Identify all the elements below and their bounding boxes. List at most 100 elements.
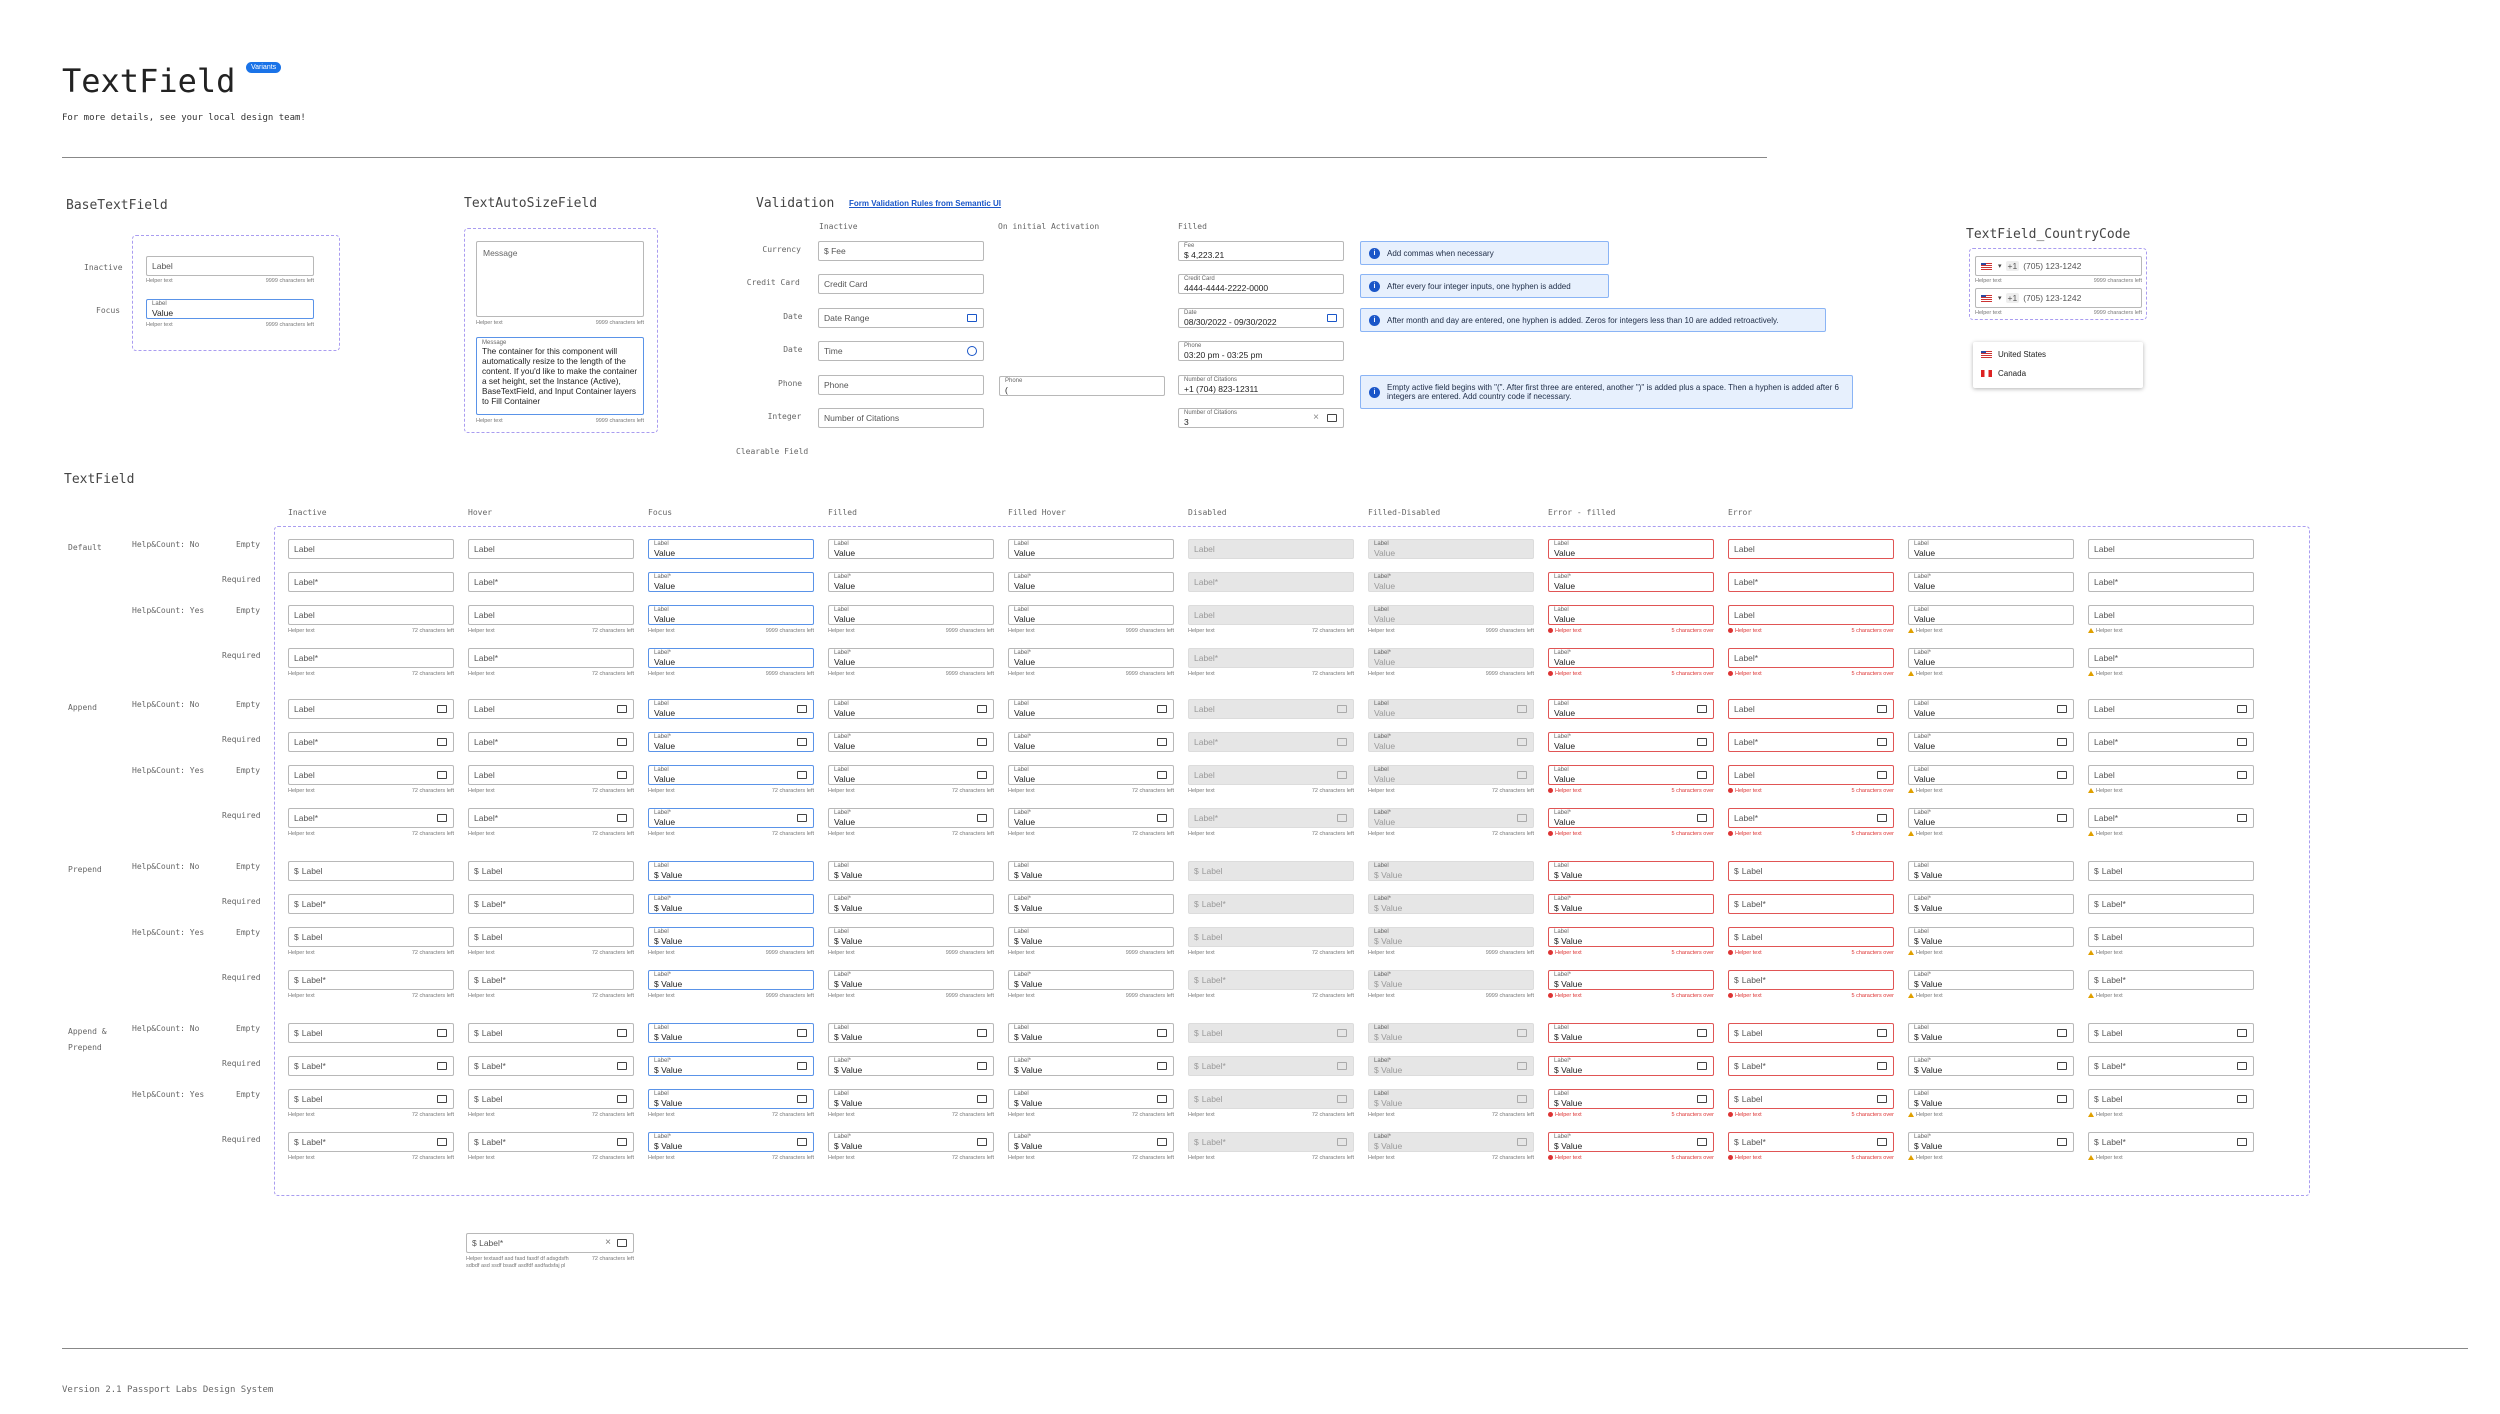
- country-phone-field[interactable]: ▾ +1 (705) 123-1242: [1975, 256, 2142, 276]
- text-field[interactable]: $ Label: [468, 861, 634, 881]
- text-field[interactable]: Label* Value: [648, 572, 814, 592]
- text-field[interactable]: Label* Value: [828, 648, 994, 668]
- text-field[interactable]: Label: [468, 765, 634, 785]
- text-field[interactable]: Label $ Value: [1908, 861, 2074, 881]
- text-field[interactable]: $ Label*: [288, 1132, 454, 1152]
- chevron-down-icon[interactable]: ▾: [1998, 295, 2002, 302]
- text-field[interactable]: Label $ Value: [1548, 1089, 1714, 1109]
- validation-inactive-field[interactable]: Credit Card: [818, 274, 984, 294]
- validation-filled-field[interactable]: Number of Citations +1 (704) 823-12311: [1178, 375, 1344, 395]
- validation-rules-link[interactable]: Form Validation Rules from Semantic UI: [849, 199, 1002, 208]
- text-field[interactable]: Label Value: [1548, 539, 1714, 559]
- text-field[interactable]: Label* Value: [828, 572, 994, 592]
- text-field[interactable]: Label Value: [828, 699, 994, 719]
- validation-inactive-field[interactable]: $ Fee: [818, 241, 984, 261]
- text-field[interactable]: $ Label*: [1728, 894, 1894, 914]
- text-field[interactable]: Label Value: [648, 699, 814, 719]
- text-field[interactable]: Label* $ Value: [648, 894, 814, 914]
- text-field[interactable]: Label: [1728, 539, 1894, 559]
- text-field[interactable]: $ Label: [468, 1023, 634, 1043]
- text-field[interactable]: Label: [288, 699, 454, 719]
- text-field[interactable]: $ Label*: [2088, 970, 2254, 990]
- clear-icon[interactable]: ×: [605, 1237, 611, 1248]
- text-field[interactable]: Label Value: [1548, 765, 1714, 785]
- text-field[interactable]: $ Label*: [2088, 1132, 2254, 1152]
- text-field[interactable]: Label* $ Value: [828, 1132, 994, 1152]
- chevron-down-icon[interactable]: ▾: [1998, 263, 2002, 270]
- text-field[interactable]: $ Label*: [288, 970, 454, 990]
- text-field[interactable]: Label* Value: [1008, 808, 1174, 828]
- phone-initial-field[interactable]: Phone(: [999, 376, 1165, 396]
- text-field[interactable]: Label Value: [648, 539, 814, 559]
- text-field[interactable]: Label Value: [1008, 699, 1174, 719]
- text-field[interactable]: Label*: [2088, 572, 2254, 592]
- text-field[interactable]: $ Label*: [1728, 1132, 1894, 1152]
- validation-inactive-field[interactable]: Phone: [818, 375, 984, 395]
- text-field[interactable]: $ Label: [288, 927, 454, 947]
- text-field[interactable]: Label Value: [1548, 605, 1714, 625]
- validation-inactive-field[interactable]: Number of Citations: [818, 408, 984, 428]
- text-field[interactable]: Label Value: [1908, 539, 2074, 559]
- text-field[interactable]: Label* Value: [1908, 572, 2074, 592]
- text-field[interactable]: Label $ Value: [648, 1023, 814, 1043]
- text-field[interactable]: Label $ Value: [1008, 927, 1174, 947]
- text-field[interactable]: Label* $ Value: [1548, 1056, 1714, 1076]
- text-field[interactable]: Label* $ Value: [1908, 970, 2074, 990]
- text-field[interactable]: Label Value: [1908, 699, 2074, 719]
- text-field[interactable]: Label $ Value: [648, 927, 814, 947]
- text-field[interactable]: Label* Value: [1908, 732, 2074, 752]
- text-field[interactable]: Label $ Value: [828, 1089, 994, 1109]
- text-field[interactable]: Label: [468, 699, 634, 719]
- text-field[interactable]: Label: [1728, 765, 1894, 785]
- text-field[interactable]: Label*: [288, 732, 454, 752]
- validation-filled-field[interactable]: Date 08/30/2022 - 09/30/2022: [1178, 308, 1344, 328]
- clear-icon[interactable]: ×: [1313, 412, 1319, 423]
- text-field[interactable]: Label* Value: [1548, 808, 1714, 828]
- text-field[interactable]: Label*: [288, 808, 454, 828]
- text-field[interactable]: Label $ Value: [828, 927, 994, 947]
- text-field[interactable]: $ Label: [1728, 1023, 1894, 1043]
- text-field[interactable]: Label*: [2088, 732, 2254, 752]
- text-field[interactable]: Label* Value: [1908, 808, 2074, 828]
- text-field[interactable]: Label $ Value: [1008, 1023, 1174, 1043]
- text-field[interactable]: $ Label: [468, 927, 634, 947]
- text-field[interactable]: $ Label*: [1728, 970, 1894, 990]
- text-field[interactable]: Label* Value: [648, 732, 814, 752]
- text-field[interactable]: Label Value: [1008, 605, 1174, 625]
- text-field[interactable]: Label* $ Value: [1908, 1056, 2074, 1076]
- validation-filled-field[interactable]: Number of Citations 3 ×: [1178, 408, 1344, 428]
- text-field[interactable]: Label Value: [1908, 605, 2074, 625]
- text-field[interactable]: Label*: [2088, 648, 2254, 668]
- text-field[interactable]: Label* Value: [1548, 732, 1714, 752]
- text-field[interactable]: $ Label*: [468, 1056, 634, 1076]
- text-field[interactable]: $ Label: [2088, 1089, 2254, 1109]
- text-field[interactable]: $ Label: [2088, 1023, 2254, 1043]
- text-field[interactable]: Label* Value: [1908, 648, 2074, 668]
- text-field[interactable]: $ Label*: [288, 894, 454, 914]
- text-field[interactable]: Label* Value: [1008, 572, 1174, 592]
- text-field[interactable]: Label*: [288, 648, 454, 668]
- text-field[interactable]: Label* $ Value: [1008, 1056, 1174, 1076]
- text-field[interactable]: Label $ Value: [828, 1023, 994, 1043]
- text-field[interactable]: Label* $ Value: [1008, 970, 1174, 990]
- text-field[interactable]: $ Label: [288, 1089, 454, 1109]
- text-field[interactable]: Label* $ Value: [1008, 1132, 1174, 1152]
- text-field[interactable]: Label* Value: [648, 648, 814, 668]
- text-field[interactable]: Label*: [468, 572, 634, 592]
- text-field[interactable]: Label*: [1728, 648, 1894, 668]
- country-option[interactable]: Canada: [1981, 369, 2026, 378]
- text-field[interactable]: Label* $ Value: [828, 894, 994, 914]
- text-field[interactable]: Label $ Value: [1548, 1023, 1714, 1043]
- text-field[interactable]: Label*: [468, 808, 634, 828]
- country-phone-field[interactable]: ▾ +1 (705) 123-1242: [1975, 288, 2142, 308]
- validation-inactive-field[interactable]: Date Range: [818, 308, 984, 328]
- text-field[interactable]: Label* $ Value: [1548, 970, 1714, 990]
- text-field[interactable]: Label* Value: [1008, 732, 1174, 752]
- text-field[interactable]: Label* Value: [648, 808, 814, 828]
- text-field[interactable]: Label* $ Value: [1548, 894, 1714, 914]
- text-field[interactable]: Label* $ Value: [828, 1056, 994, 1076]
- text-field[interactable]: Label Value: [1008, 765, 1174, 785]
- text-field[interactable]: $ Label*: [288, 1056, 454, 1076]
- text-field[interactable]: Label: [2088, 765, 2254, 785]
- country-option[interactable]: United States: [1981, 350, 2046, 359]
